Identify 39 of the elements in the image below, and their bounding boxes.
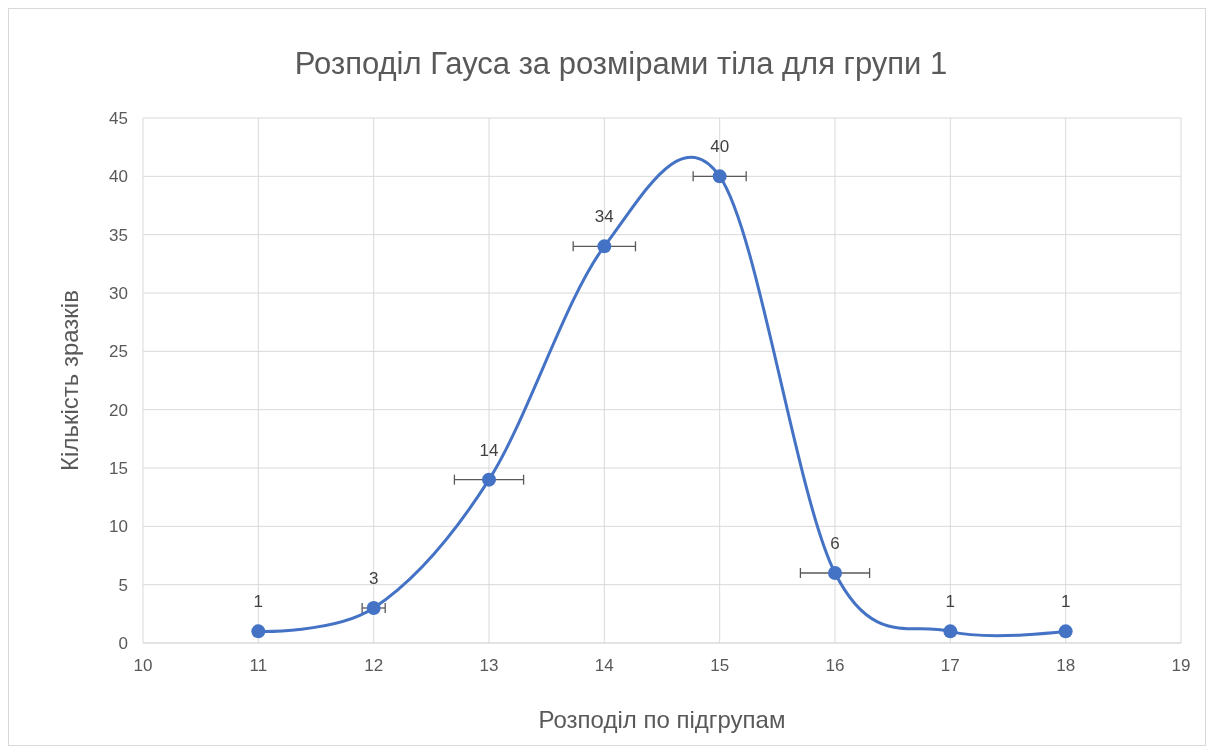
y-tick-label: 10 <box>109 517 128 537</box>
data-label: 40 <box>710 137 730 157</box>
x-tick-label: 11 <box>249 656 268 675</box>
y-tick-label: 20 <box>109 400 128 420</box>
y-tick-label: 40 <box>109 167 128 187</box>
point <box>366 601 381 615</box>
data-label: 1 <box>1060 592 1071 612</box>
data-label: 34 <box>594 207 614 227</box>
chart-title: Розподіл Гауса за розмірами тіла для групи 1 <box>294 46 948 81</box>
y-tick-label: 25 <box>109 342 128 362</box>
x-tick-label: 13 <box>479 656 499 675</box>
y-tick-label: 0 <box>118 634 128 653</box>
point <box>943 624 958 639</box>
x-tick-label: 17 <box>940 656 960 675</box>
y-tick-label: 5 <box>118 575 128 595</box>
point <box>828 566 842 580</box>
data-label: 3 <box>368 569 379 588</box>
x-tick-label: 18 <box>1056 656 1076 675</box>
x-tick-label: 14 <box>594 656 614 675</box>
data-label: 1 <box>253 592 264 612</box>
y-axis-title: Кількість зразків <box>56 290 83 471</box>
x-tick-label: 16 <box>825 656 845 675</box>
data-label: 6 <box>830 534 840 553</box>
x-tick-label: 19 <box>1171 656 1191 675</box>
x-axis-title: Розподіл по підгрупам <box>538 706 786 733</box>
point <box>482 472 496 487</box>
point <box>251 624 266 639</box>
x-tick-label: 10 <box>133 656 153 675</box>
y-tick-label: 30 <box>109 284 128 303</box>
data-label: 14 <box>479 440 499 460</box>
point <box>712 169 727 184</box>
x-tick-label: 15 <box>710 656 730 675</box>
point <box>597 239 612 254</box>
y-tick-label: 35 <box>109 225 128 245</box>
point <box>1058 624 1073 639</box>
y-tick-label: 45 <box>109 109 128 128</box>
x-tick-label: 12 <box>364 656 384 675</box>
data-label: 1 <box>945 592 956 612</box>
y-tick-label: 15 <box>109 459 128 478</box>
